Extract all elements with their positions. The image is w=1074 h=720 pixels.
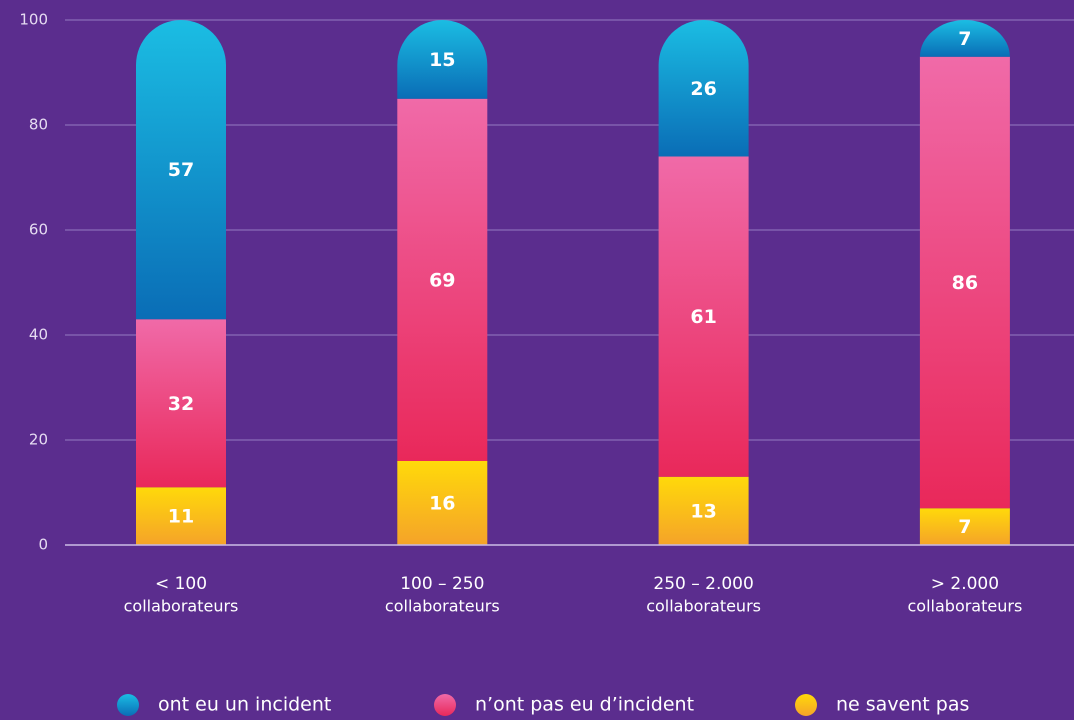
bar-segment (136, 319, 226, 488)
bar-segment (658, 476, 749, 545)
legend-swatch (434, 694, 456, 716)
value-label: 69 (429, 269, 455, 291)
bar-segment (397, 461, 488, 545)
bar-segment (136, 487, 226, 545)
legend-label: ont eu un incident (158, 694, 331, 716)
x-tick-label: collaborateurs (124, 597, 239, 616)
y-tick-label: 100 (19, 11, 48, 29)
value-label: 26 (690, 78, 716, 100)
bar-segment (658, 156, 749, 477)
bar-segment (658, 20, 749, 157)
x-tick-label: > 2.000 (931, 574, 999, 594)
value-label: 32 (168, 393, 194, 415)
y-tick-label: 0 (38, 536, 48, 554)
y-tick-label: 40 (29, 326, 48, 344)
value-label: 15 (429, 49, 455, 71)
y-tick-label: 60 (29, 221, 48, 239)
legend-swatch (795, 694, 817, 716)
x-tick-label: 250 – 2.000 (653, 574, 753, 594)
bar-segment (397, 98, 488, 461)
y-tick-label: 20 (29, 431, 48, 449)
legend-label: n’ont pas eu d’incident (475, 694, 694, 716)
x-tick-label: collaborateurs (908, 597, 1023, 616)
bar-segment (919, 56, 1010, 509)
value-label: 16 (429, 493, 455, 515)
value-label: 7 (958, 28, 971, 50)
bar-segment (136, 20, 226, 320)
value-label: 57 (168, 159, 194, 181)
x-tick-label: 100 – 250 (400, 574, 484, 594)
legend-swatch (117, 694, 139, 716)
legend-label: ne savent pas (836, 694, 969, 716)
value-label: 86 (952, 272, 978, 294)
bar-segment (919, 20, 1010, 57)
y-tick-label: 80 (29, 116, 48, 134)
x-tick-label: < 100 (155, 574, 207, 594)
bar-segment (397, 20, 488, 99)
value-label: 13 (690, 500, 716, 522)
value-label: 61 (690, 306, 716, 328)
x-tick-label: collaborateurs (646, 597, 761, 616)
bar-segment (919, 508, 1010, 545)
value-label: 11 (168, 506, 194, 528)
x-tick-label: collaborateurs (385, 597, 500, 616)
value-label: 7 (958, 516, 971, 538)
